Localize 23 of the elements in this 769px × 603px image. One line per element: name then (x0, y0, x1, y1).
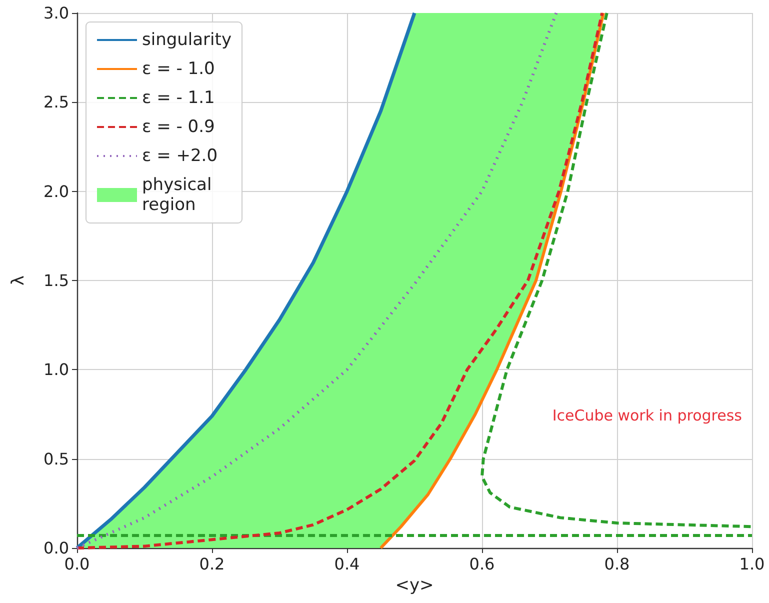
x-tick-label: 0.0 (64, 554, 90, 574)
legend-label: singularity (142, 30, 232, 50)
legend-label: ε = - 1.1 (142, 88, 215, 108)
legend-label: ε = - 1.0 (142, 59, 215, 79)
line-series (480, 12, 754, 528)
y-tick-label: 1.0 (44, 360, 69, 380)
x-tick-label: 0.2 (199, 554, 225, 574)
y-tick-label: 2.5 (44, 92, 69, 112)
annotation: IceCube work in progress (552, 406, 742, 424)
y-axis-title: λ (8, 275, 28, 286)
y-tick-label: 3.0 (44, 4, 69, 22)
legend-label: physical region (142, 175, 218, 215)
x-tick-label: 0.6 (469, 554, 495, 574)
y-tick-label: 2.0 (44, 182, 69, 201)
x-axis-title: <y> (395, 575, 434, 596)
x-tick-label: 0.4 (334, 554, 360, 574)
y-tick-label: 0.5 (44, 449, 69, 468)
x-tick-label: 0.8 (604, 554, 630, 574)
x-tick-label: 1.0 (739, 554, 765, 574)
y-tick-label: 0.0 (44, 538, 69, 558)
legend-label: ε = - 0.9 (142, 117, 215, 137)
legend-label: ε = +2.0 (142, 146, 218, 166)
y-tick-label: 1.5 (44, 271, 69, 290)
